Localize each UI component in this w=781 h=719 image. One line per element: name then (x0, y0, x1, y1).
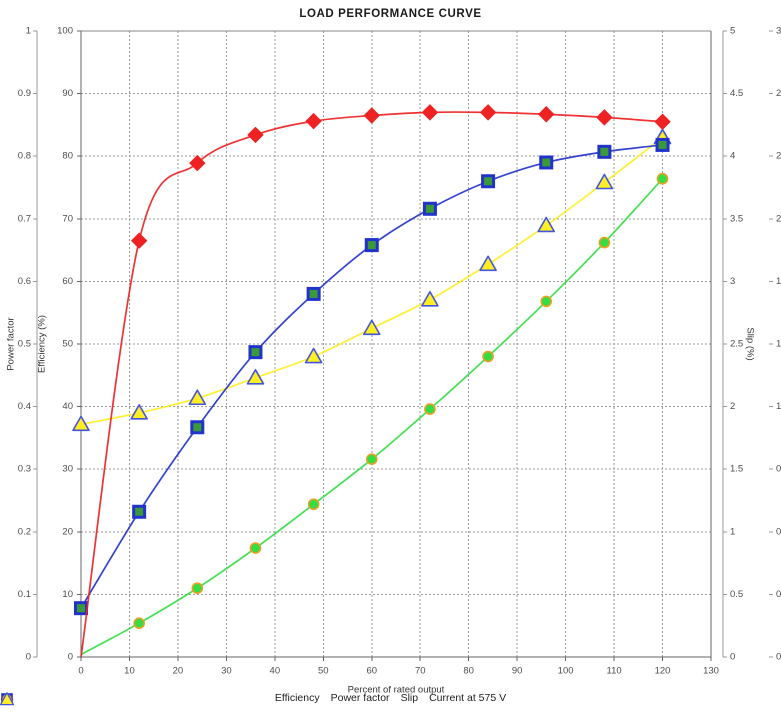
svg-text:2: 2 (730, 401, 735, 412)
svg-text:2.7: 2.7 (776, 88, 781, 99)
svg-text:0.5: 0.5 (730, 589, 743, 600)
svg-text:90: 90 (62, 88, 73, 99)
svg-text:50: 50 (62, 339, 73, 350)
svg-text:0.8: 0.8 (18, 151, 31, 162)
legend-item-current-at-575-v[interactable]: Current at 575 V (0, 692, 507, 706)
svg-text:0.2: 0.2 (18, 526, 31, 537)
svg-text:50: 50 (318, 666, 329, 677)
svg-text:100: 100 (57, 26, 73, 37)
svg-text:0.3: 0.3 (776, 589, 781, 600)
svg-text:120: 120 (655, 666, 671, 677)
svg-text:1: 1 (730, 526, 735, 537)
svg-text:Percent of rated output: Percent of rated output (348, 685, 445, 696)
svg-text:60: 60 (366, 666, 377, 677)
svg-text:0.9: 0.9 (776, 464, 781, 475)
svg-text:0.3: 0.3 (18, 464, 31, 475)
svg-text:0.6: 0.6 (776, 526, 781, 537)
svg-text:2.5: 2.5 (730, 339, 743, 350)
chart-title: LOAD PERFORMANCE CURVE (299, 8, 482, 20)
svg-text:0: 0 (730, 652, 735, 663)
svg-text:0: 0 (26, 652, 31, 663)
svg-text:4.5: 4.5 (730, 88, 743, 99)
legend-label: Efficiency (274, 692, 320, 704)
svg-text:0.7: 0.7 (18, 213, 31, 224)
svg-text:1.5: 1.5 (730, 464, 743, 475)
triangle-marker (0, 692, 14, 706)
legend-label: Current at 575 V (429, 692, 507, 704)
svg-text:3.5: 3.5 (730, 213, 743, 224)
svg-text:100: 100 (558, 666, 574, 677)
series-power-factor (74, 137, 670, 616)
svg-text:20: 20 (62, 526, 73, 537)
legend-item-efficiency[interactable]: Efficiency (0, 692, 320, 706)
svg-text:Power factor: Power factor (6, 317, 17, 370)
svg-text:40: 40 (62, 401, 73, 412)
svg-text:2.4: 2.4 (776, 151, 781, 162)
legend-label: Slip (400, 692, 419, 704)
svg-text:0.9: 0.9 (18, 88, 31, 99)
svg-text:0: 0 (776, 652, 781, 663)
svg-text:80: 80 (463, 666, 474, 677)
svg-text:0: 0 (78, 666, 83, 677)
svg-text:110: 110 (606, 666, 621, 677)
svg-text:0.4: 0.4 (18, 401, 31, 412)
svg-text:3: 3 (776, 26, 781, 37)
svg-text:70: 70 (415, 666, 426, 677)
svg-text:60: 60 (62, 276, 73, 287)
svg-text:10: 10 (124, 666, 135, 677)
svg-text:5: 5 (730, 26, 735, 37)
svg-text:130: 130 (703, 666, 719, 677)
legend-item-slip[interactable]: Slip (2, 692, 419, 704)
svg-text:0.5: 0.5 (18, 339, 31, 350)
svg-text:3: 3 (730, 276, 735, 287)
svg-text:90: 90 (512, 666, 523, 677)
svg-text:80: 80 (62, 151, 73, 162)
svg-text:10: 10 (62, 589, 73, 600)
series-slip (80, 172, 669, 656)
svg-text:1.8: 1.8 (776, 276, 781, 287)
svg-text:0: 0 (68, 652, 73, 663)
svg-text:0.6: 0.6 (18, 276, 31, 287)
svg-text:Slip (%): Slip (%) (744, 327, 755, 360)
svg-text:1.2: 1.2 (776, 401, 781, 412)
svg-text:2.1: 2.1 (776, 213, 781, 224)
svg-text:30: 30 (221, 666, 232, 677)
series-current-at-575-v (72, 128, 672, 432)
svg-text:Efficiency (%): Efficiency (%) (37, 315, 48, 373)
legend-label: Power factor (330, 692, 390, 704)
series-efficiency (80, 104, 671, 658)
svg-text:1.5: 1.5 (776, 339, 781, 350)
svg-text:70: 70 (62, 213, 73, 224)
svg-text:30: 30 (62, 464, 73, 475)
svg-text:40: 40 (270, 666, 281, 677)
svg-text:20: 20 (173, 666, 184, 677)
svg-text:1: 1 (26, 26, 31, 37)
svg-text:0.1: 0.1 (18, 589, 31, 600)
svg-text:4: 4 (730, 151, 735, 162)
legend-item-power-factor[interactable]: Power factor (1, 692, 390, 705)
chart-legend: Efficiency Power factor Slip Current at 575… (0, 692, 781, 706)
